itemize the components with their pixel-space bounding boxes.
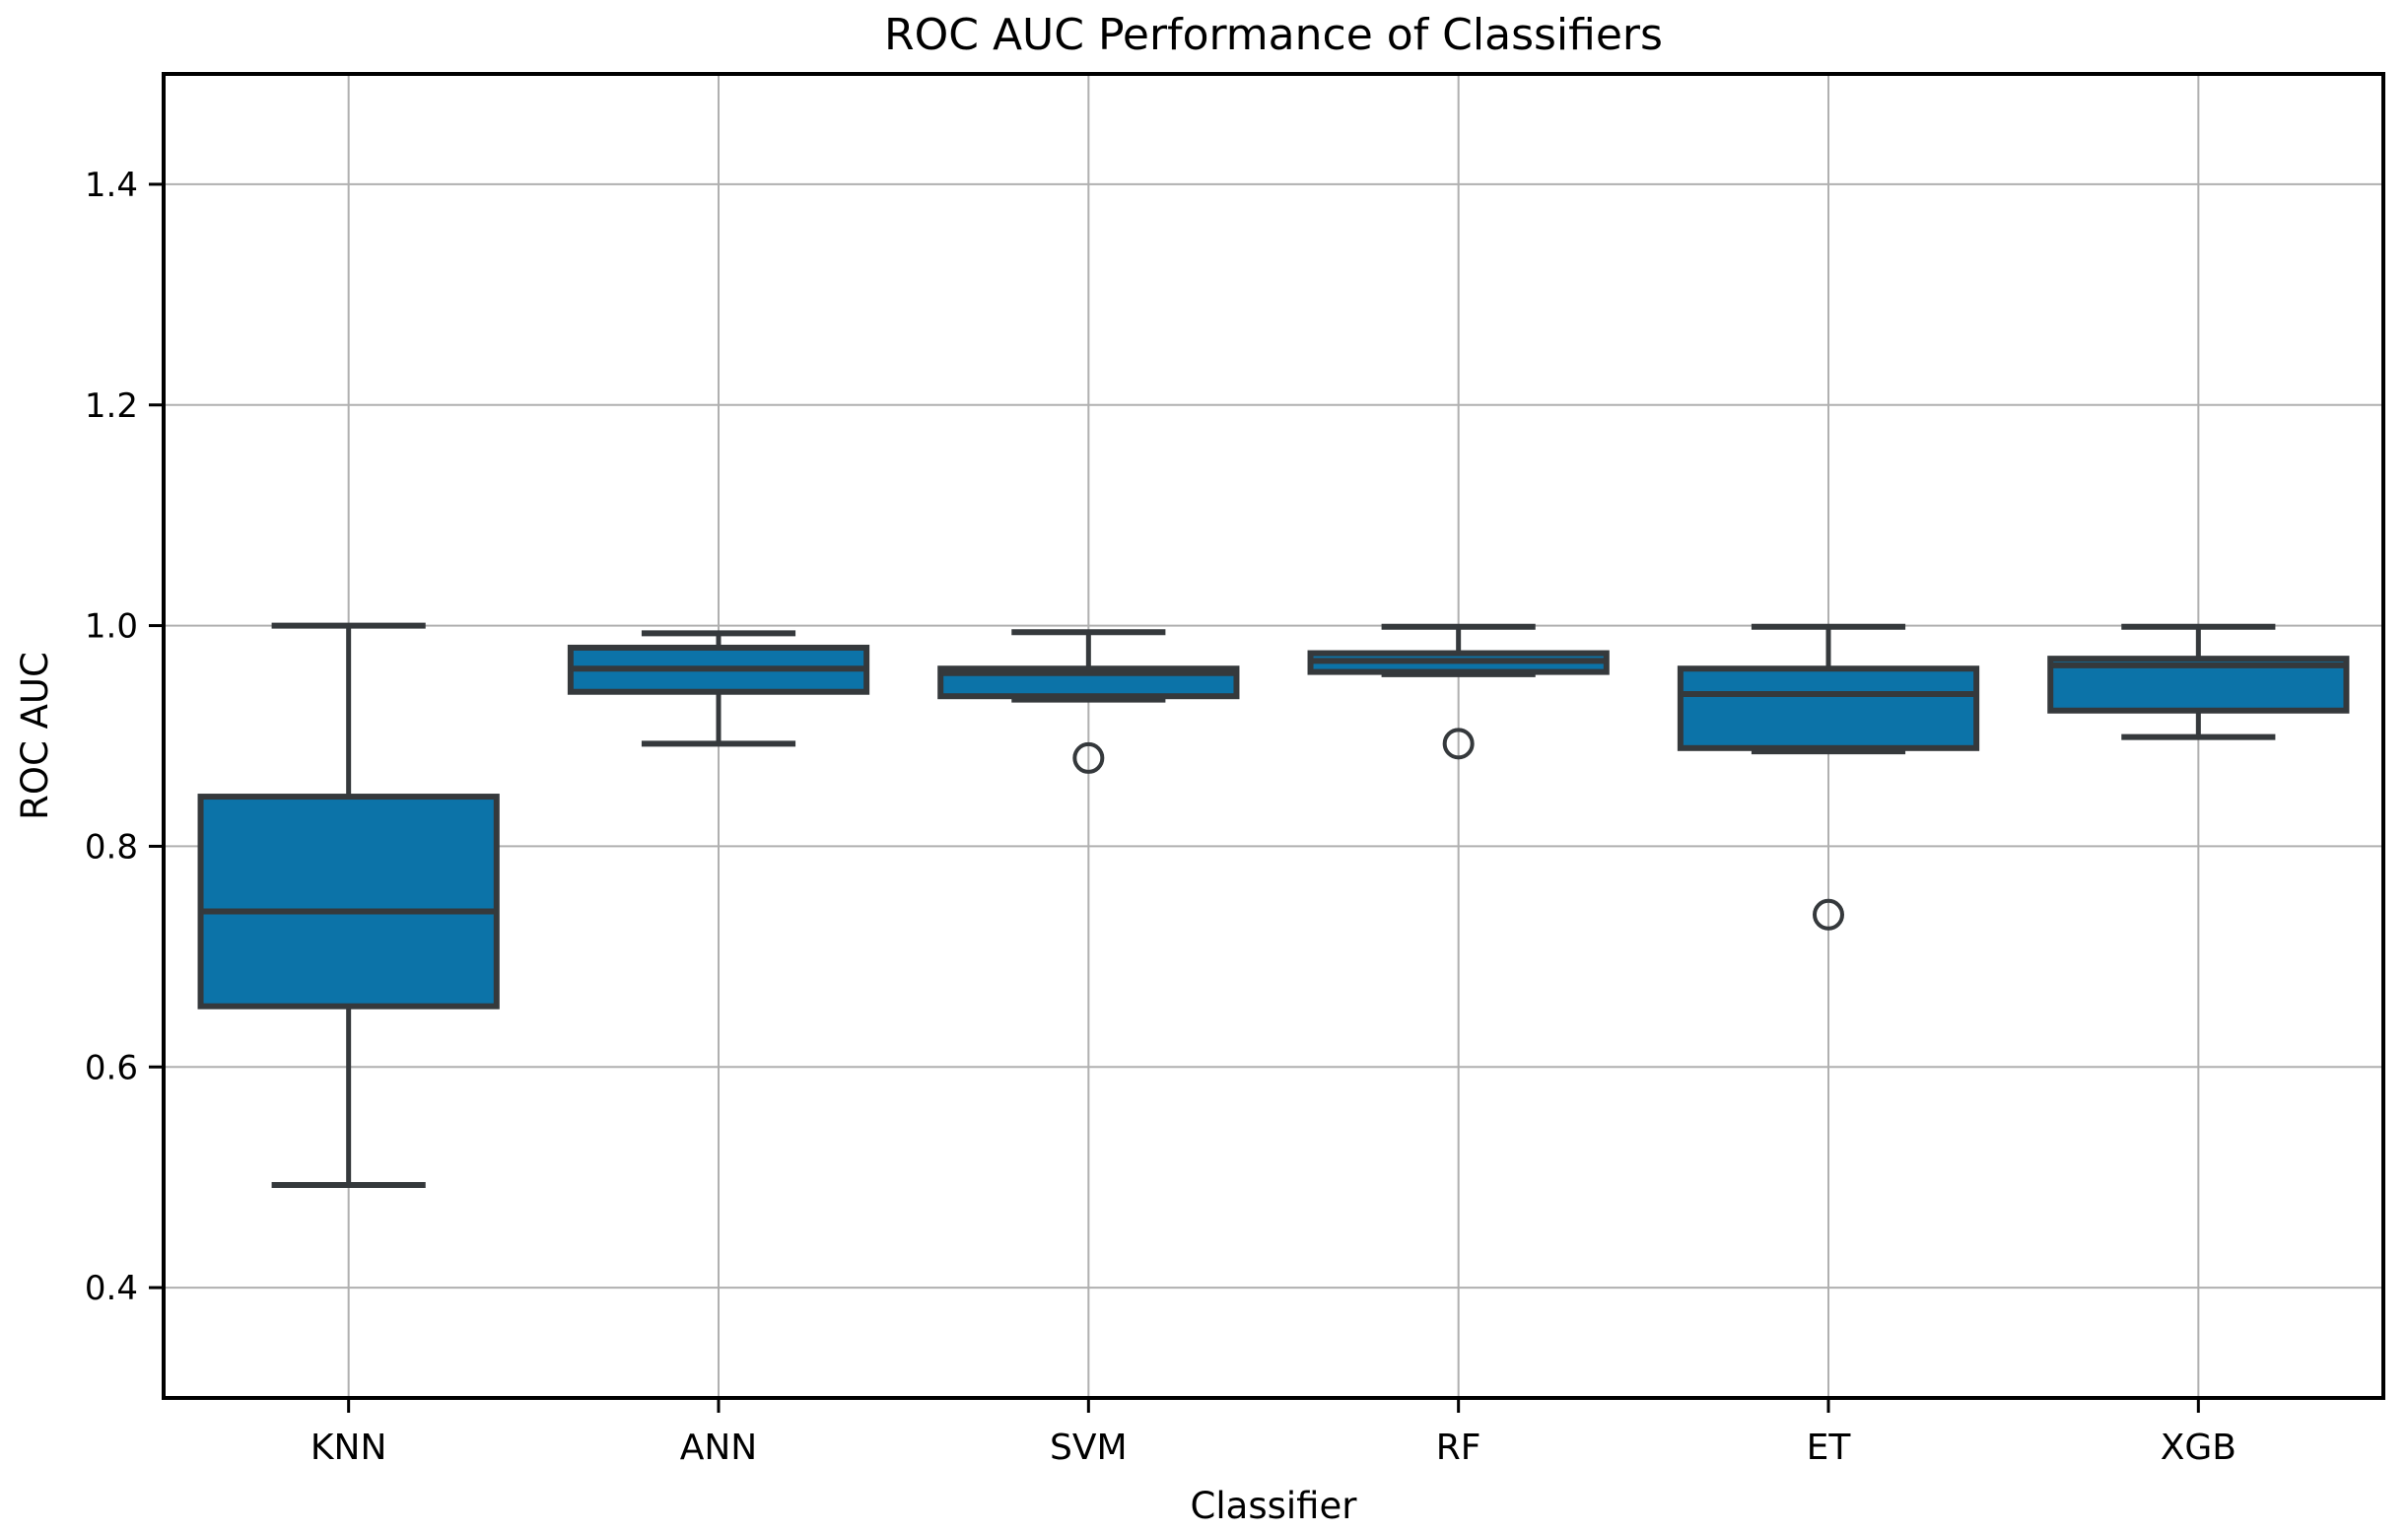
x-tick-label-xgb: XGB [2161, 1428, 2236, 1468]
y-tick-label: 0.4 [85, 1269, 138, 1308]
y-tick-label: 0.6 [85, 1048, 138, 1087]
y-axis-label: ROC AUC [14, 652, 56, 820]
outlier-rf [1442, 728, 1475, 760]
y-tick-label: 1.0 [85, 607, 138, 647]
x-tick-label-rf: RF [1436, 1428, 1481, 1468]
box-knn [197, 794, 500, 1010]
x-tick-label-et: ET [1807, 1428, 1852, 1468]
x-axis-label: Classifier [1191, 1485, 1358, 1527]
outlier-et [1813, 898, 1844, 931]
chart-title: ROC AUC Performance of Classifiers [884, 10, 1663, 60]
x-tick-label-ann: ANN [680, 1428, 758, 1468]
axes-spine [162, 72, 2385, 1400]
box-et [1677, 665, 1980, 751]
x-tick-label-svm: SVM [1050, 1428, 1128, 1468]
y-tick-label: 1.2 [85, 386, 138, 426]
outlier-svm [1072, 741, 1105, 774]
y-tick-label: 1.4 [85, 166, 138, 205]
y-tick-label: 0.8 [85, 827, 138, 867]
x-tick-label-knn: KNN [310, 1428, 386, 1468]
